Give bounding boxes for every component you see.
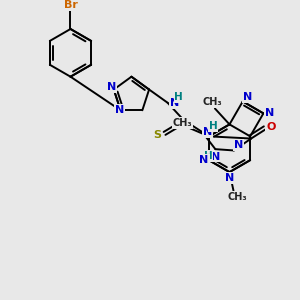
Text: N: N: [200, 155, 209, 165]
Text: H: H: [204, 151, 213, 161]
Text: H: H: [174, 92, 183, 102]
Text: N: N: [211, 152, 220, 162]
Text: N: N: [225, 173, 234, 183]
Text: N: N: [169, 98, 179, 108]
Text: H: H: [209, 121, 218, 131]
Text: N: N: [243, 92, 252, 103]
Text: CH₃: CH₃: [202, 97, 222, 107]
Text: O: O: [266, 122, 276, 132]
Text: N: N: [106, 82, 116, 92]
Text: N: N: [115, 105, 124, 115]
Text: S: S: [153, 130, 161, 140]
Text: N: N: [203, 127, 212, 137]
Text: CH₃: CH₃: [172, 118, 192, 128]
Text: Br: Br: [64, 0, 77, 10]
Text: CH₃: CH₃: [228, 192, 247, 202]
Text: N: N: [265, 108, 274, 118]
Text: N: N: [234, 140, 243, 150]
